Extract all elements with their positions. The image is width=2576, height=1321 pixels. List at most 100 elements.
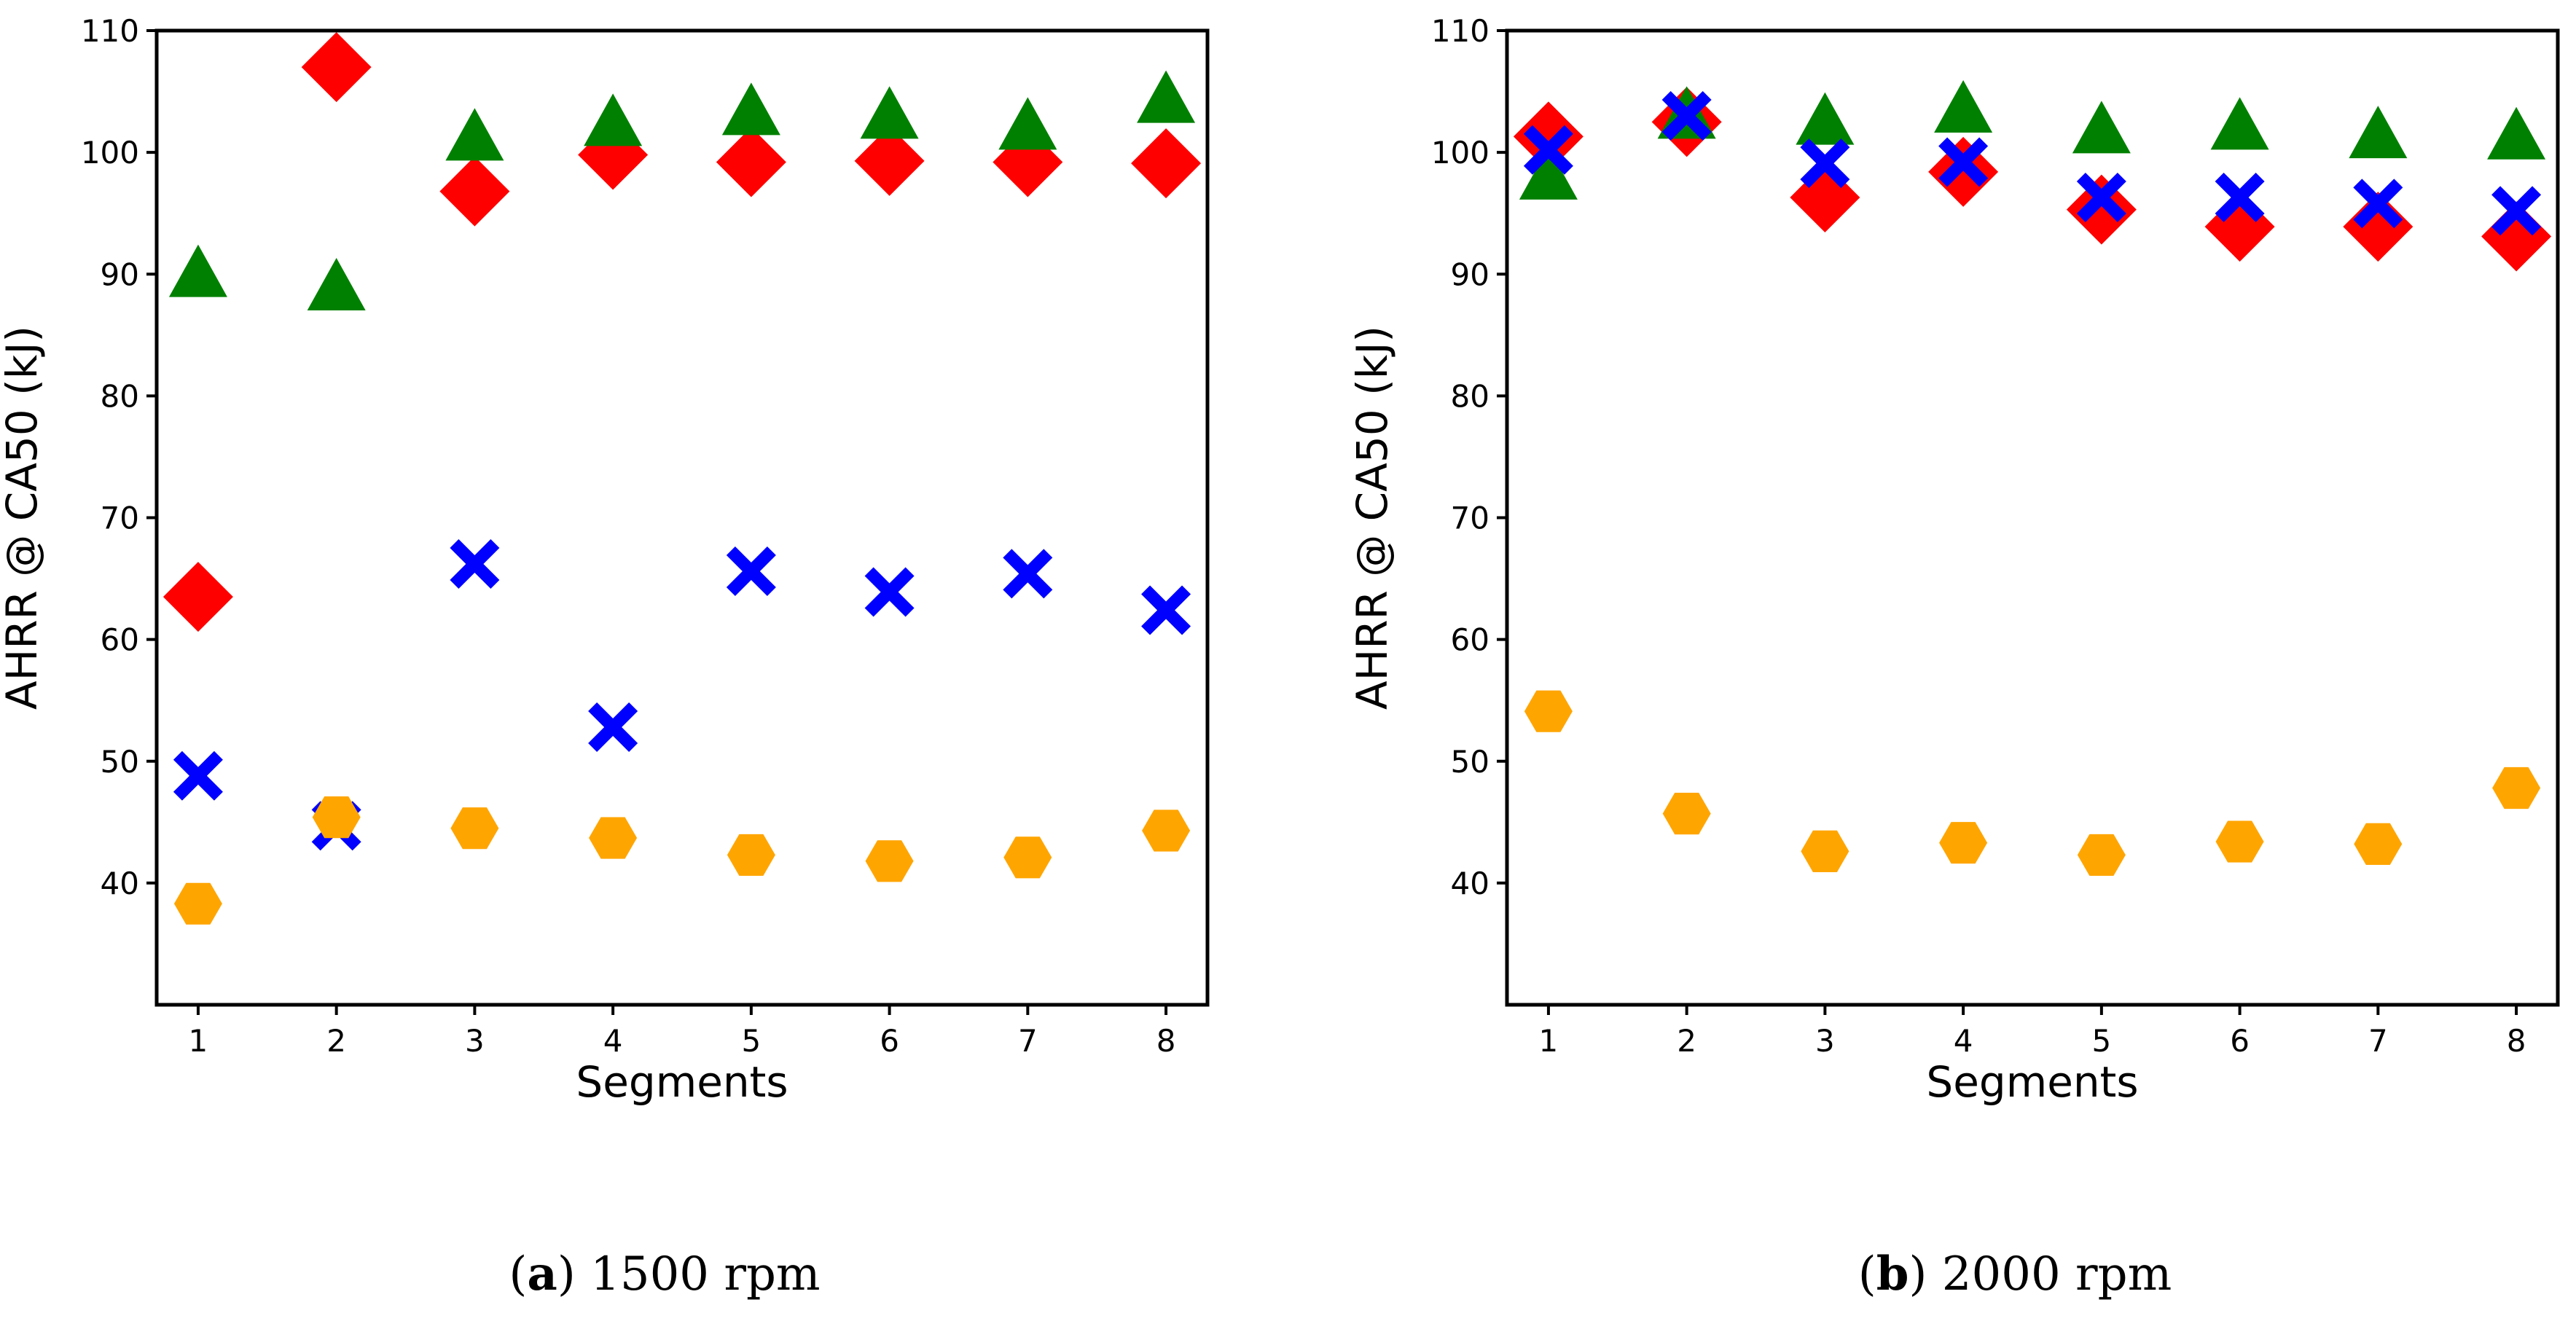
hexagon-point [589,817,638,859]
hexagon-point [865,840,914,882]
hexagon-point [1003,836,1052,879]
triangle-point [307,257,366,310]
panel-caption: (a) 1500 rpm [509,1247,820,1301]
x-point [1141,585,1191,635]
triangle-point [1796,92,1855,145]
x-tick-label: 5 [742,1023,762,1059]
x-tick-label: 5 [2092,1023,2112,1059]
x-tick-label: 1 [189,1023,208,1059]
x-point [2215,172,2265,222]
hexagon-point [2354,823,2403,865]
x-tick-label: 7 [2368,1023,2388,1059]
triangle-series [168,70,1196,310]
caption-letter: b [1876,1247,1909,1301]
x-tick-label: 2 [326,1023,346,1059]
triangle-point [1137,70,1196,123]
hexagon-series [173,796,1191,925]
y-tick-label: 70 [101,501,139,536]
diamond-point [1790,162,1860,232]
x-tick-label: 3 [1815,1023,1835,1059]
diamond-point [439,156,510,227]
triangle-point [1519,146,1578,200]
y-tick-label: 90 [101,256,139,292]
triangle-point [860,86,919,139]
x-tick-label: 8 [2507,1023,2526,1059]
diamond-point [301,32,372,103]
hexagon-point [2215,820,2264,863]
x-tick-label: 2 [1677,1023,1696,1059]
x-point [864,567,915,617]
y-tick-label: 90 [1451,256,1489,292]
diamond-point [2343,192,2413,262]
hexagon-point [1142,810,1191,852]
triangle-point [2210,97,2269,150]
x-point [2491,186,2542,236]
diamond-point [163,562,233,632]
diamond-point [2066,174,2137,245]
hexagon-point [1524,690,1573,732]
diamond-point [854,125,925,196]
x-axis-label: Segments [576,1057,788,1107]
x-tick-label: 7 [1018,1023,1038,1059]
y-tick-label: 80 [1451,378,1489,414]
triangle-point [584,93,643,146]
x-point [1800,138,1850,189]
x-tick-label: 4 [1954,1023,1973,1059]
x-point [1003,549,1053,599]
diamond-point [1928,136,1999,207]
diamond-series [1513,87,2552,272]
x-point [450,539,500,589]
hexagon-series [1524,690,2541,876]
x-tick-label: 6 [880,1023,899,1059]
x-tick-label: 8 [1156,1023,1176,1059]
y-tick-label: 110 [1431,13,1489,49]
diamond-point [1131,128,1202,199]
x-point [2076,172,2126,222]
triangle-point [998,97,1057,150]
x-point [726,546,776,597]
x-point [588,702,638,752]
y-tick-label: 40 [1451,866,1489,901]
y-tick-label: 50 [101,744,139,780]
caption-letter: a [527,1247,557,1301]
hexagon-point [450,807,499,850]
x-tick-label: 1 [1539,1023,1559,1059]
hexagon-point [1939,822,1988,864]
y-tick-label: 60 [101,622,139,658]
chart-panel-b: 1 2 3 4 5 6 7 8 40 50 60 70 80 90 100 110 Segments AHRR @… [1347,13,2560,1301]
x-tick-label: 6 [2230,1023,2250,1059]
triangle-point [2349,106,2408,159]
x-tick-label: 3 [465,1023,485,1059]
y-axis-label: AHRR @ CA50 (kJ) [0,326,47,710]
hexagon-point [727,834,775,876]
triangle-point [445,108,504,161]
x-series [173,539,1191,851]
y-tick-label: 60 [1451,622,1489,658]
x-series [1523,90,2542,236]
triangle-point [1934,79,1993,133]
chart-panel-a: 1 2 3 4 5 6 7 8 40 50 60 70 80 90 100 110 Segments AHRR @… [0,13,1210,1301]
panel-caption: (b) 2000 rpm [1858,1247,2172,1301]
plot-frame [1505,28,2560,1007]
hexagon-point [1801,830,1849,872]
y-tick-label: 100 [81,135,139,170]
data-markers [1513,79,2552,876]
y-tick-label: 110 [81,13,139,49]
hexagon-point [1662,793,1711,835]
hexagon-point [2077,834,2126,876]
hexagon-point [312,796,361,839]
diamond-point [1513,101,1583,172]
y-axis-label: AHRR @ CA50 (kJ) [1347,326,1397,710]
x-point [2353,179,2403,229]
caption-text: 1500 rpm [590,1247,820,1301]
data-markers [163,32,1202,925]
diamond-series [163,32,1202,632]
y-tick-label: 80 [101,378,139,414]
x-point [173,750,223,801]
triangle-point [2072,101,2131,154]
hexagon-point [173,882,222,925]
triangle-point [2487,106,2546,160]
hexagon-point [2492,767,2541,810]
x-tick-label: 4 [603,1023,623,1059]
